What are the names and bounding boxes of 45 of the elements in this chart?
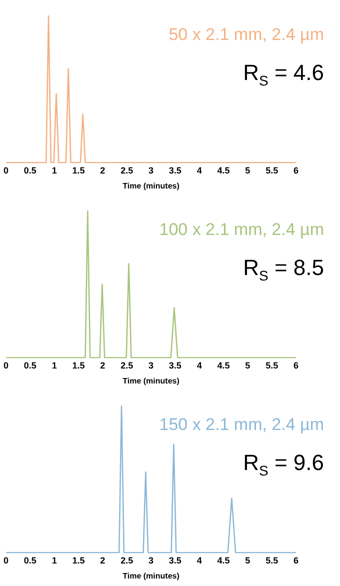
x-tick-label: 0 (3, 360, 9, 370)
x-tick-label: 2.5 (120, 360, 134, 370)
x-tick-label: 1.5 (72, 165, 85, 176)
x-tick-label: 2.5 (120, 165, 134, 176)
x-tick-label: 3 (148, 555, 154, 566)
x-tick-label: 2 (100, 555, 106, 566)
x-tick-label: 3.5 (168, 360, 182, 370)
x-tick-label: 4.5 (217, 165, 230, 176)
x-tick-label: 5 (245, 165, 250, 176)
x-tick-label: 3.5 (168, 165, 182, 176)
x-tick-label: 5 (245, 555, 250, 566)
x-tick-label: 3.5 (168, 555, 182, 566)
x-tick-label: 5 (245, 360, 250, 370)
x-tick-label: 4 (196, 555, 202, 566)
x-tick-label: 3 (148, 165, 154, 176)
x-axis-title: Time (minutes) (122, 181, 180, 190)
x-tick-label: 4.5 (217, 360, 230, 370)
x-tick-label: 6 (293, 360, 299, 370)
x-tick-label: 2 (100, 165, 106, 176)
x-tick-label: 2.5 (120, 555, 134, 566)
x-tick-label: 6 (293, 555, 299, 566)
x-tick-label: 3 (148, 360, 154, 370)
x-tick-label: 4.5 (217, 555, 230, 566)
x-tick-label: 0 (3, 165, 9, 176)
x-tick-label: 2 (100, 360, 106, 370)
x-tick-label: 5.5 (266, 360, 278, 370)
x-tick-label: 1 (52, 555, 57, 566)
series-label: 150 x 2.1 mm, 2.4 µm (159, 415, 324, 434)
x-tick-label: 1 (52, 165, 57, 176)
x-tick-label: 4 (196, 360, 202, 370)
x-tick-label: 1 (52, 360, 57, 370)
text: 50 x 2.1 mm, 2.4 µm (168, 25, 324, 44)
x-tick-label: 6 (293, 165, 299, 176)
x-tick-label: 4 (196, 165, 202, 176)
text: 100 x 2.1 mm, 2.4 µm (159, 220, 324, 239)
x-tick-label: 0.5 (24, 360, 36, 370)
x-axis-title: Time (minutes) (122, 376, 180, 386)
x-axis-title: Time (minutes) (122, 571, 180, 580)
x-tick-label: 0 (3, 555, 9, 566)
x-tick-label: 0.5 (24, 165, 36, 176)
x-tick-label: 5.5 (266, 555, 278, 566)
x-tick-label: 1.5 (72, 555, 85, 566)
x-tick-label: 1.5 (72, 360, 85, 370)
x-tick-label: 0.5 (24, 555, 36, 566)
x-tick-label: 5.5 (266, 165, 278, 176)
